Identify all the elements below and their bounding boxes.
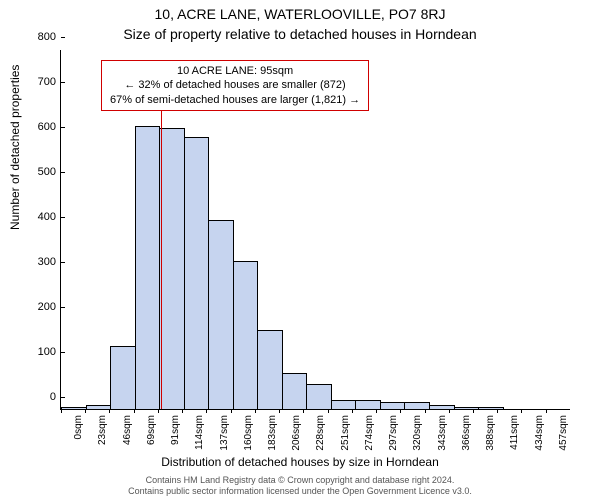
page-title-line1: 10, ACRE LANE, WATERLOOVILLE, PO7 8RJ	[0, 6, 600, 22]
callout-line2: ← 32% of detached houses are smaller (87…	[110, 78, 360, 92]
y-tick: 800	[38, 31, 61, 43]
bar	[331, 400, 357, 409]
callout-line3: 67% of semi-detached houses are larger (…	[110, 93, 360, 107]
bar	[257, 330, 283, 409]
footer-line2: Contains public sector information licen…	[0, 486, 600, 497]
page-title-line2: Size of property relative to detached ho…	[0, 26, 600, 42]
bar	[404, 402, 430, 409]
x-axis-label: Distribution of detached houses by size …	[0, 455, 600, 469]
y-tick: 700	[38, 76, 61, 88]
bar	[355, 400, 381, 409]
y-tick: 500	[38, 166, 61, 178]
bar	[478, 407, 504, 409]
footer-line1: Contains HM Land Registry data © Crown c…	[0, 475, 600, 486]
y-tick: 400	[38, 211, 61, 223]
bar	[306, 384, 332, 409]
bar	[184, 137, 210, 409]
y-tick: 100	[38, 346, 61, 358]
bar	[61, 407, 87, 409]
bar	[159, 128, 185, 409]
bar	[454, 407, 480, 409]
y-tick: 0	[50, 391, 61, 403]
footer: Contains HM Land Registry data © Crown c…	[0, 475, 600, 497]
y-tick: 200	[38, 301, 61, 313]
y-axis-label: Number of detached properties	[8, 65, 22, 230]
y-tick: 600	[38, 121, 61, 133]
bar	[208, 220, 234, 409]
bar	[429, 405, 455, 410]
bar	[135, 126, 161, 410]
bar	[380, 402, 406, 409]
callout-box: 10 ACRE LANE: 95sqm ← 32% of detached ho…	[101, 60, 369, 111]
callout-line1: 10 ACRE LANE: 95sqm	[110, 64, 360, 78]
plot-area: 0100200300400500600700800 0sqm23sqm46sqm…	[60, 50, 570, 410]
bar	[233, 261, 259, 410]
bar	[86, 405, 112, 410]
y-tick: 300	[38, 256, 61, 268]
reference-marker-line	[161, 109, 162, 409]
bar	[282, 373, 308, 409]
bar	[110, 346, 136, 409]
